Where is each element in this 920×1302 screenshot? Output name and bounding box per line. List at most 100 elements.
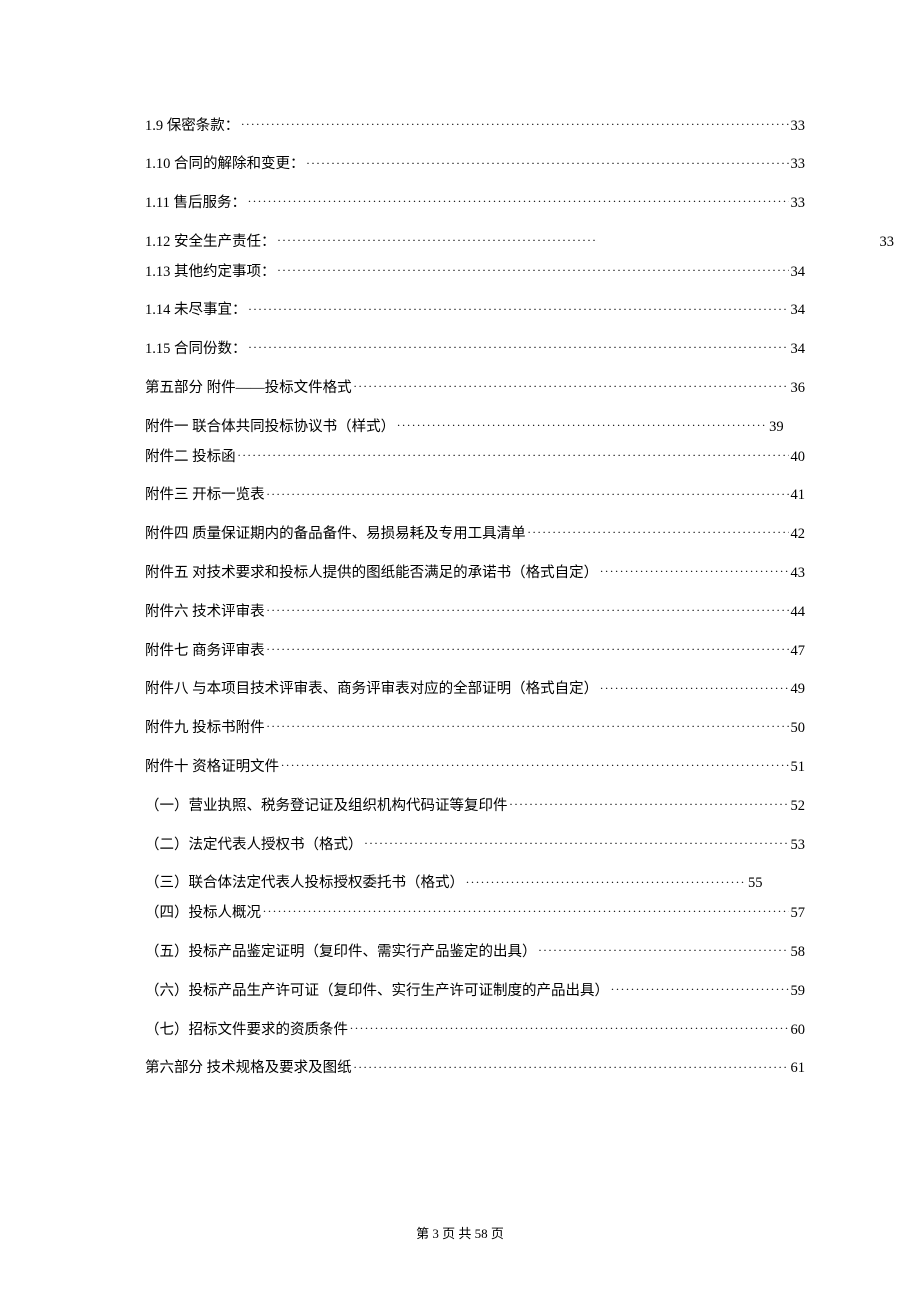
table-of-contents: 1.9 保密条款：331.10 合同的解除和变更：331.11 售后服务：331… bbox=[145, 115, 805, 1079]
toc-leader bbox=[263, 903, 789, 918]
toc-entry-label: 1.14 未尽事宜： bbox=[145, 300, 247, 320]
toc-entry: 1.10 合同的解除和变更：33 bbox=[145, 154, 805, 175]
toc-entry-page: 40 bbox=[791, 447, 806, 467]
toc-leader bbox=[267, 718, 789, 733]
toc-entry: 第五部分 附件——投标文件格式 36 bbox=[145, 378, 805, 399]
toc-entry-page: 33 bbox=[791, 116, 806, 136]
toc-entry-page: 61 bbox=[791, 1058, 806, 1078]
toc-entry: 附件五 对技术要求和投标人提供的图纸能否满足的承诺书（格式自定） 43 bbox=[145, 563, 805, 584]
footer-suffix: 页 bbox=[488, 1226, 504, 1241]
toc-entry: （五）投标产品鉴定证明（复印件、需实行产品鉴定的出具） 58 bbox=[145, 942, 805, 963]
toc-leader bbox=[397, 416, 767, 431]
toc-entry-page: 34 bbox=[791, 300, 806, 320]
toc-entry: 附件四 质量保证期内的备品备件、易损易耗及专用工具清单 42 bbox=[145, 524, 805, 545]
toc-leader bbox=[611, 980, 789, 995]
toc-entry-label: 1.13 其他约定事项： bbox=[145, 262, 276, 282]
footer-mid: 页 共 bbox=[439, 1226, 475, 1241]
toc-entry-page: 52 bbox=[791, 796, 806, 816]
toc-leader bbox=[241, 115, 788, 130]
toc-entry: 附件十 资格证明文件 51 bbox=[145, 757, 805, 778]
toc-entry-page: 55 bbox=[748, 873, 763, 893]
toc-entry-page: 50 bbox=[791, 718, 806, 738]
toc-entry-label: 1.9 保密条款： bbox=[145, 116, 239, 136]
toc-entry: 附件一 联合体共同投标协议书（样式） 39 bbox=[145, 416, 805, 437]
toc-entry: 附件六 技术评审表 44 bbox=[145, 601, 805, 622]
toc-entry-label: 附件三 开标一览表 bbox=[145, 485, 265, 505]
toc-entry-label: （二）法定代表人授权书（格式） bbox=[145, 835, 363, 855]
toc-entry-label: 附件六 技术评审表 bbox=[145, 602, 265, 622]
toc-entry-page: 51 bbox=[791, 757, 806, 777]
toc-leader bbox=[249, 300, 789, 315]
toc-entry-page: 59 bbox=[791, 981, 806, 1001]
toc-leader bbox=[600, 679, 788, 694]
toc-leader bbox=[354, 1058, 789, 1073]
toc-entry: （四）投标人概况 57 bbox=[145, 903, 805, 924]
toc-entry-page: 42 bbox=[791, 524, 806, 544]
toc-leader bbox=[278, 261, 789, 276]
toc-entry: 1.12 安全生产责任：33 bbox=[145, 231, 805, 252]
toc-entry: 附件三 开标一览表 41 bbox=[145, 485, 805, 506]
toc-entry-page: 49 bbox=[791, 679, 806, 699]
toc-entry-label: （六）投标产品生产许可证（复印件、实行生产许可证制度的产品出具） bbox=[145, 981, 609, 1001]
toc-entry-label: 附件五 对技术要求和投标人提供的图纸能否满足的承诺书（格式自定） bbox=[145, 563, 598, 583]
toc-entry-page: 36 bbox=[791, 378, 806, 398]
toc-entry: 附件二 投标函 40 bbox=[145, 446, 805, 467]
toc-entry-page: 34 bbox=[791, 262, 806, 282]
toc-entry: （六）投标产品生产许可证（复印件、实行生产许可证制度的产品出具） 59 bbox=[145, 980, 805, 1001]
toc-leader bbox=[600, 563, 788, 578]
toc-entry-page: 33 bbox=[791, 154, 806, 174]
toc-entry-label: （七）招标文件要求的资质条件 bbox=[145, 1020, 348, 1040]
toc-entry-page: 34 bbox=[791, 339, 806, 359]
toc-entry-label: 附件七 商务评审表 bbox=[145, 641, 265, 661]
toc-entry-label: 附件四 质量保证期内的备品备件、易损易耗及专用工具清单 bbox=[145, 524, 526, 544]
toc-entry: （一）营业执照、税务登记证及组织机构代码证等复印件 52 bbox=[145, 795, 805, 816]
toc-entry: （七）招标文件要求的资质条件 60 bbox=[145, 1019, 805, 1040]
toc-entry-page: 44 bbox=[791, 602, 806, 622]
toc-entry-page: 47 bbox=[791, 641, 806, 661]
page-footer: 第 3 页 共 58 页 bbox=[0, 1223, 920, 1242]
toc-entry-page: 43 bbox=[791, 563, 806, 583]
toc-entry-page: 41 bbox=[791, 485, 806, 505]
toc-entry-label: （四）投标人概况 bbox=[145, 903, 261, 923]
toc-entry-label: 附件十 资格证明文件 bbox=[145, 757, 279, 777]
toc-leader bbox=[281, 757, 788, 772]
toc-leader bbox=[267, 485, 789, 500]
toc-leader bbox=[267, 640, 789, 655]
toc-entry-label: 第五部分 附件——投标文件格式 bbox=[145, 378, 352, 398]
toc-entry-page: 33 bbox=[880, 232, 895, 252]
toc-leader bbox=[278, 231, 598, 246]
toc-leader bbox=[466, 873, 746, 888]
toc-entry-label: 1.11 售后服务： bbox=[145, 193, 246, 213]
toc-entry: 1.14 未尽事宜： 34 bbox=[145, 300, 805, 321]
toc-entry-label: 附件二 投标函 bbox=[145, 447, 236, 467]
toc-leader bbox=[238, 446, 789, 461]
toc-leader bbox=[350, 1019, 789, 1034]
toc-leader bbox=[267, 601, 789, 616]
toc-entry-label: （一）营业执照、税务登记证及组织机构代码证等复印件 bbox=[145, 796, 508, 816]
toc-entry-page: 60 bbox=[791, 1020, 806, 1040]
toc-entry-page: 53 bbox=[791, 835, 806, 855]
toc-leader bbox=[354, 378, 789, 393]
toc-entry-label: 1.12 安全生产责任： bbox=[145, 232, 276, 252]
toc-entry-label: （三）联合体法定代表人投标授权委托书（格式） bbox=[145, 873, 464, 893]
toc-entry-page: 33 bbox=[791, 193, 806, 213]
toc-entry: （二）法定代表人授权书（格式） 53 bbox=[145, 834, 805, 855]
toc-leader bbox=[307, 154, 789, 169]
toc-leader bbox=[365, 834, 789, 849]
toc-entry-label: 附件九 投标书附件 bbox=[145, 718, 265, 738]
toc-entry-label: 第六部分 技术规格及要求及图纸 bbox=[145, 1058, 352, 1078]
toc-entry-label: 1.15 合同份数： bbox=[145, 339, 247, 359]
toc-entry: 附件九 投标书附件 50 bbox=[145, 718, 805, 739]
toc-entry-page: 39 bbox=[769, 417, 784, 437]
toc-entry-label: 附件一 联合体共同投标协议书（样式） bbox=[145, 417, 395, 437]
toc-entry: 附件八 与本项目技术评审表、商务评审表对应的全部证明（格式自定）49 bbox=[145, 679, 805, 700]
footer-total-pages: 58 bbox=[475, 1226, 488, 1241]
toc-leader bbox=[249, 339, 789, 354]
toc-entry-label: （五）投标产品鉴定证明（复印件、需实行产品鉴定的出具） bbox=[145, 942, 537, 962]
toc-entry: 1.15 合同份数： 34 bbox=[145, 339, 805, 360]
toc-entry-page: 57 bbox=[791, 903, 806, 923]
toc-leader bbox=[528, 524, 789, 539]
toc-leader bbox=[539, 942, 789, 957]
toc-entry: 附件七 商务评审表 47 bbox=[145, 640, 805, 661]
toc-entry-page: 58 bbox=[791, 942, 806, 962]
